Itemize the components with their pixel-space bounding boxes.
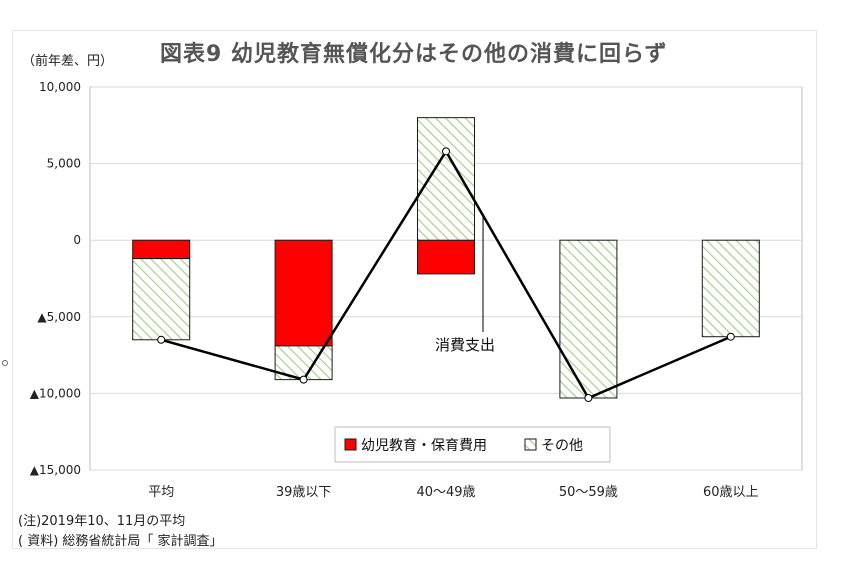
legend-label-other: その他 (541, 438, 583, 454)
legend: 幼児教育・保育費用 その他 (334, 426, 611, 463)
consumption-line-point (299, 375, 308, 384)
bar-childcare-cost (132, 239, 191, 260)
chart-frame (12, 30, 817, 549)
legend-swatch-other (524, 438, 537, 451)
consumption-line (157, 147, 735, 402)
legend-swatch-childcare (344, 438, 357, 451)
line-annotation-label: 消費支出 (435, 336, 495, 354)
x-tick-label: 40～49歳 (416, 485, 475, 500)
bar-other (132, 258, 191, 341)
legend-box (334, 426, 611, 463)
consumption-line-point (442, 147, 450, 156)
x-tick-label: 60歳以上 (703, 485, 759, 500)
bar-childcare-cost (417, 239, 475, 275)
x-tick-label: 平均 (148, 485, 174, 500)
chart-title: 図表9 幼児教育無償化分はその他の消費に回らず (160, 42, 668, 67)
consumption-line-point (584, 393, 593, 402)
bars (132, 117, 760, 399)
annotations: 消費支出 (435, 215, 495, 354)
x-tick-label: 50～59歳 (559, 485, 618, 500)
footnote: (注)2019年10、11月の平均 (18, 514, 186, 529)
stray-circle-mark (2, 360, 8, 366)
y-tick-label: ▲10,000 (30, 386, 81, 400)
y-tick-label: 5,000 (47, 157, 81, 171)
bar-other (417, 117, 475, 241)
y-tick-label: ▲15,000 (30, 463, 81, 477)
bar-other (701, 239, 760, 338)
consumption-line-point (726, 332, 735, 341)
x-tick-label: 39歳以下 (276, 485, 332, 500)
x-tick-labels: 平均 39歳以下 40～49歳 50～59歳 60歳以上 (148, 485, 758, 500)
y-tick-label: 0 (73, 233, 81, 247)
bar-childcare-cost (274, 239, 333, 347)
bar-other (559, 239, 618, 399)
consumption-line-point (157, 335, 166, 344)
y-tick-label: 10,000 (39, 80, 81, 94)
source-note: ( 資料) 総務省統計局「 家計調査」 (18, 534, 223, 549)
y-tick-label: ▲5,000 (37, 310, 81, 324)
legend-label-childcare: 幼児教育・保育費用 (361, 438, 487, 454)
y-tick-labels: 10,000 5,000 0 ▲5,000 ▲10,000 ▲15,000 (30, 80, 81, 477)
y-axis-unit-label: （前年差、円） (22, 54, 114, 69)
